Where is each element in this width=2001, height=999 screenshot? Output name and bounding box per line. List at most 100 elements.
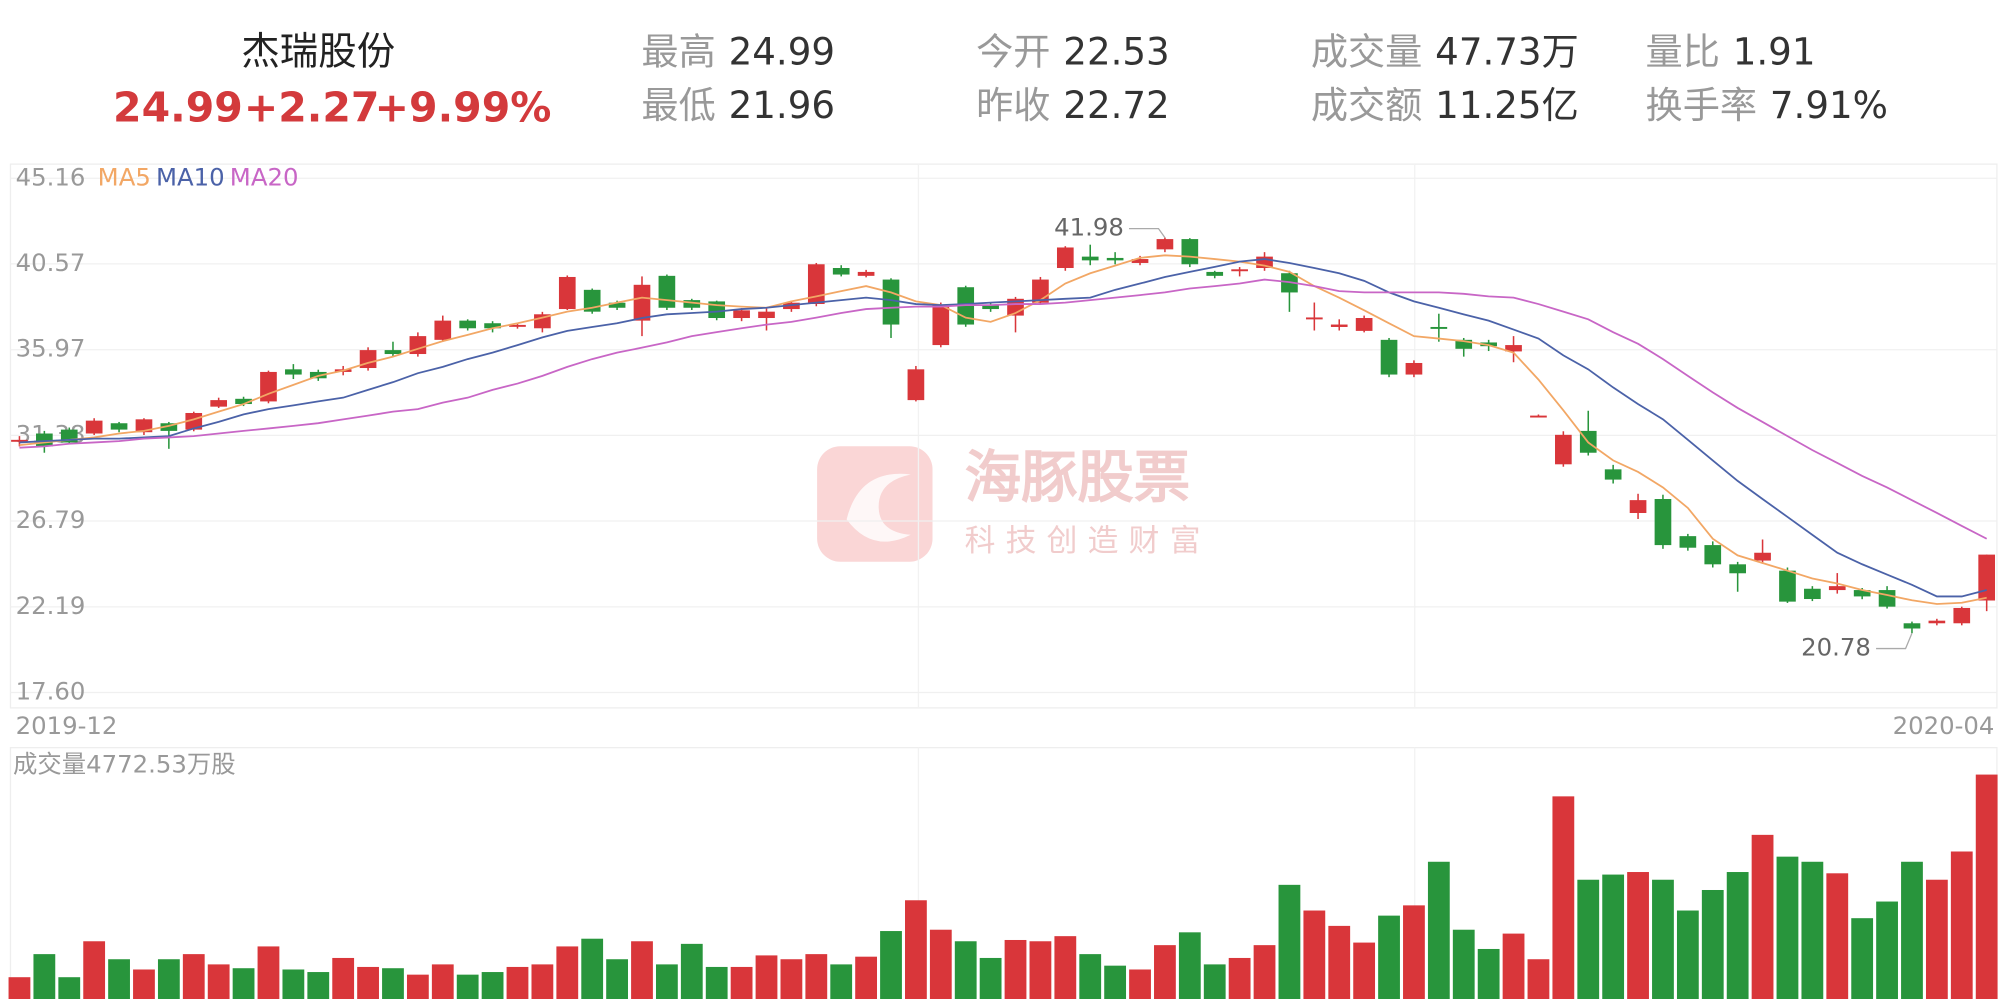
volume-bar	[556, 946, 579, 999]
volume-bar	[531, 964, 554, 999]
candle-body	[857, 271, 875, 276]
volume-bar	[33, 954, 56, 999]
volume-bar	[1328, 925, 1351, 999]
stat-label: 今开	[976, 29, 1050, 73]
volume-bar	[1129, 969, 1151, 999]
stat-value: 7.91%	[1770, 83, 1888, 127]
volume-bar	[1104, 965, 1127, 999]
change: +2.27	[244, 83, 380, 131]
candle-body	[1131, 259, 1149, 263]
candle-body	[1330, 324, 1348, 327]
annotation: 20.78	[1801, 633, 1871, 662]
candle-body	[1903, 623, 1921, 629]
candle-body	[608, 302, 626, 308]
watermark-slogan: 科技创造财富	[965, 523, 1211, 559]
y-tick-label: 45.16	[16, 162, 86, 191]
volume-bar	[1901, 861, 1923, 999]
candle-body	[1828, 586, 1846, 591]
stats: 最高 24.99 最低 21.96 今开 22.53 昨收 22.72 成交量 47.73万成交额…	[641, 29, 1888, 127]
volume-bar	[108, 959, 130, 999]
candle-body	[434, 320, 452, 340]
volume-bar	[1228, 957, 1251, 999]
volume-bar	[855, 956, 878, 999]
watermark-brand: 海豚股票	[965, 446, 1191, 511]
candle-body	[160, 423, 178, 431]
volume-bar	[1477, 948, 1500, 999]
candle-body	[758, 311, 775, 319]
ma-line	[19, 254, 1987, 605]
volume-bar	[1403, 905, 1425, 999]
candle-body	[1430, 326, 1448, 329]
candle-body	[1181, 239, 1199, 265]
candle-body	[1878, 590, 1896, 607]
candle-body	[384, 350, 402, 355]
volume-bar	[1552, 796, 1575, 999]
stat-label: 昨收	[976, 83, 1050, 127]
candle-body	[907, 369, 925, 401]
volume-bar	[780, 959, 803, 999]
candle-body	[509, 324, 526, 327]
volume-bar	[1627, 872, 1649, 999]
candle-body	[807, 264, 825, 305]
stat-value: 24.99	[729, 29, 835, 73]
candle-body	[733, 310, 750, 319]
candle-body	[982, 305, 999, 310]
stat-value: 22.72	[1063, 83, 1169, 127]
volume-bar	[805, 954, 828, 999]
volume-bar	[730, 966, 753, 999]
candle-body	[1256, 256, 1273, 269]
candle-body	[1081, 256, 1099, 261]
candle-body	[260, 371, 277, 402]
volume-bar	[481, 972, 504, 999]
volume-bar	[332, 957, 355, 999]
candle-body	[1156, 239, 1174, 250]
volume-bar	[431, 964, 454, 999]
annotation: 41.98	[1054, 213, 1124, 242]
volume-bar	[1154, 945, 1176, 999]
candle-body	[285, 369, 302, 375]
volume-bar	[905, 900, 927, 999]
volume-bar	[257, 946, 280, 999]
volume-bar	[1826, 873, 1849, 999]
candle-body	[1106, 257, 1124, 261]
candle-body	[932, 305, 950, 346]
legend-entry: MA10	[156, 162, 225, 191]
candle-body	[832, 268, 850, 275]
volume-bar	[506, 966, 529, 999]
y-tick-label: 35.97	[16, 334, 86, 363]
y-tick-label: 26.79	[16, 505, 86, 534]
volume-bar	[133, 969, 155, 999]
stat-label: 换手率	[1646, 83, 1758, 127]
volume-bar	[1029, 941, 1052, 999]
ma-line	[19, 278, 1988, 540]
volume-bar	[232, 968, 255, 999]
candle-body	[1779, 570, 1796, 602]
volume-frame	[9, 747, 1998, 999]
candle-body	[1305, 317, 1323, 320]
volume-bar	[1427, 861, 1450, 999]
candle-body	[1953, 607, 1971, 624]
stat-value: 21.96	[729, 83, 835, 127]
candle-body	[1629, 500, 1647, 514]
x-tick-label: 2019-12	[16, 711, 118, 740]
volume-bar	[755, 955, 778, 999]
watermark-icon	[846, 473, 911, 542]
volume-bar	[8, 977, 31, 999]
stock-name: 杰瑞股份	[241, 29, 395, 74]
candle-body	[633, 284, 651, 321]
annotation-line	[1876, 632, 1913, 650]
stat-value: 11.25亿	[1435, 83, 1579, 127]
y-tick-label: 17.60	[16, 677, 86, 706]
volume-bar	[1652, 879, 1674, 999]
candle-body	[1704, 545, 1722, 565]
volume-bar	[1925, 879, 1948, 999]
volume-bar	[406, 974, 429, 999]
volume-bar	[207, 964, 230, 999]
volume-title: 成交量4772.53万股	[13, 750, 236, 779]
candle-body	[1729, 564, 1746, 574]
candle-body	[1804, 588, 1821, 600]
volume-bar	[979, 957, 1002, 999]
candle-body	[1405, 362, 1423, 375]
